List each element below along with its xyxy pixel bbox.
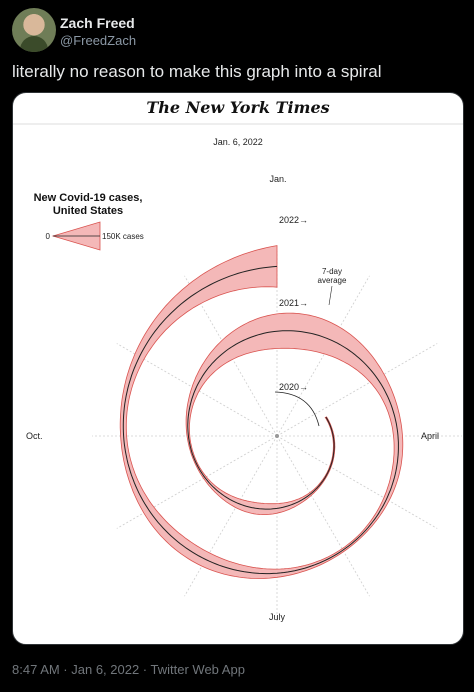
month-label-jan: Jan.	[269, 174, 286, 184]
spoke-line	[184, 435, 278, 597]
spoke-line	[116, 435, 278, 529]
chart-title-line1: New Covid-19 cases,	[34, 192, 143, 204]
year-label-2021: 2021→	[279, 298, 308, 308]
cases-band-area	[119, 245, 404, 579]
year-2020-arrow	[274, 391, 320, 427]
month-label-oct: Oct.	[26, 431, 43, 441]
user-handle[interactable]: @FreedZach	[60, 33, 137, 48]
seven-day-average-line	[122, 265, 399, 575]
spoke-lines	[92, 251, 462, 621]
tweet-media-image[interactable]: The New York Times Jan. 6, 2022 New Covi…	[12, 92, 464, 645]
nyt-logo: The New York Times	[146, 98, 329, 117]
chart-title-line2: United States	[53, 205, 123, 217]
legend: 0 150K cases	[46, 221, 144, 251]
spoke-line	[276, 275, 370, 437]
month-label-april: April	[421, 431, 439, 441]
legend-max-label: 150K cases	[102, 232, 144, 241]
spiral-chart: The New York Times Jan. 6, 2022 New Covi…	[13, 98, 463, 622]
legend-zero-label: 0	[46, 232, 51, 241]
spoke-line	[276, 343, 438, 437]
spoke-line	[276, 435, 370, 597]
spiral-center	[275, 434, 279, 438]
tweet-header: Zach Freed @FreedZach	[12, 6, 462, 52]
avatar[interactable]	[12, 8, 56, 52]
spoke-line	[276, 435, 438, 529]
month-label-july: July	[269, 612, 286, 622]
tweet-text: literally no reason to make this graph i…	[12, 62, 382, 81]
tweet-timestamp[interactable]: 8:47 AM · Jan 6, 2022 · Twitter Web App	[12, 662, 245, 677]
seven-day-average-path	[122, 265, 399, 575]
display-name[interactable]: Zach Freed	[60, 15, 135, 31]
chart-date: Jan. 6, 2022	[213, 137, 263, 147]
cases-band	[119, 245, 404, 579]
avg-label-line1: 7-day	[322, 267, 342, 276]
year-label-2020: 2020→	[279, 382, 308, 392]
year-label-2022: 2022→	[279, 215, 308, 225]
avg-label-pointer	[328, 285, 333, 306]
avg-label-line2: average	[318, 276, 347, 285]
